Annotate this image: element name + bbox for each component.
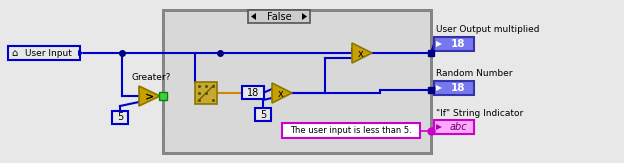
FancyBboxPatch shape — [195, 82, 217, 104]
FancyBboxPatch shape — [112, 111, 128, 124]
FancyBboxPatch shape — [163, 10, 431, 153]
Polygon shape — [352, 43, 372, 63]
FancyBboxPatch shape — [434, 120, 474, 134]
Text: x: x — [358, 49, 364, 59]
FancyBboxPatch shape — [434, 37, 474, 51]
Polygon shape — [139, 86, 160, 106]
Polygon shape — [302, 13, 307, 20]
Polygon shape — [272, 83, 292, 103]
Text: 5: 5 — [117, 112, 123, 123]
Text: User Input: User Input — [24, 49, 71, 58]
FancyBboxPatch shape — [248, 10, 310, 23]
Text: ⌂: ⌂ — [11, 48, 17, 58]
Text: Random Number: Random Number — [436, 69, 512, 79]
Text: False: False — [266, 12, 291, 22]
Text: 18: 18 — [247, 88, 259, 97]
Text: 5: 5 — [260, 110, 266, 119]
FancyBboxPatch shape — [242, 86, 264, 99]
Text: >: > — [144, 92, 154, 102]
FancyBboxPatch shape — [159, 92, 167, 100]
Polygon shape — [251, 13, 256, 20]
Text: 18: 18 — [451, 83, 466, 93]
Polygon shape — [436, 85, 442, 91]
Polygon shape — [78, 50, 84, 56]
Text: Greater?: Greater? — [131, 74, 171, 82]
Text: x: x — [278, 89, 284, 99]
FancyBboxPatch shape — [282, 123, 420, 138]
Polygon shape — [436, 124, 442, 130]
FancyBboxPatch shape — [434, 81, 474, 95]
Text: User Output multiplied: User Output multiplied — [436, 25, 540, 35]
Text: "If" String Indicator: "If" String Indicator — [436, 110, 524, 119]
Polygon shape — [436, 41, 442, 47]
Text: abc: abc — [449, 122, 467, 132]
Text: The user input is less than 5.: The user input is less than 5. — [290, 126, 412, 135]
FancyBboxPatch shape — [255, 108, 271, 121]
FancyBboxPatch shape — [8, 46, 80, 60]
Text: 18: 18 — [451, 39, 466, 49]
